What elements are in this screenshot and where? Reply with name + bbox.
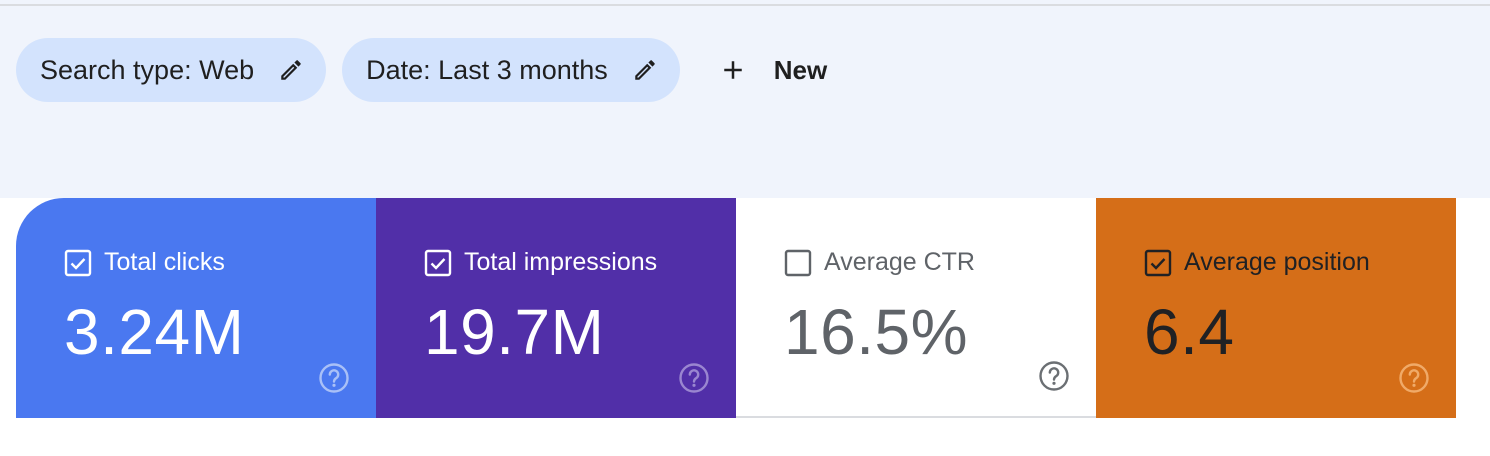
- pencil-icon[interactable]: [278, 57, 304, 83]
- filter-row: Search type: Web Date: Last 3 months New: [16, 38, 827, 102]
- metric-card-total-impressions[interactable]: Total impressions 19.7M: [376, 198, 736, 418]
- filter-chip-label: Search type: Web: [40, 54, 255, 85]
- metric-card-total-clicks[interactable]: Total clicks 3.24M: [16, 198, 376, 418]
- metric-value: 16.5%: [784, 296, 968, 368]
- metric-label: Average position: [1184, 248, 1370, 276]
- help-circle-icon[interactable]: [678, 362, 710, 394]
- new-filter-label: New: [773, 54, 828, 85]
- checkbox-checked-icon[interactable]: [1144, 249, 1172, 277]
- top-divider: [0, 4, 1490, 6]
- checkbox-checked-icon[interactable]: [64, 249, 92, 277]
- metric-label: Average CTR: [824, 248, 975, 276]
- metric-label: Total impressions: [464, 248, 658, 276]
- metric-label: Total clicks: [104, 248, 225, 276]
- new-filter-button[interactable]: New: [718, 38, 827, 102]
- checkbox-checked-icon[interactable]: [424, 249, 452, 277]
- checkbox-unchecked-icon[interactable]: [784, 249, 812, 277]
- metric-card-header: Total impressions: [424, 248, 657, 277]
- help-circle-icon[interactable]: [1398, 362, 1430, 394]
- filter-chip-date[interactable]: Date: Last 3 months: [342, 38, 680, 102]
- metric-card-average-position[interactable]: Average position 6.4: [1096, 198, 1456, 418]
- help-circle-icon[interactable]: [1038, 360, 1070, 392]
- metric-value: 6.4: [1144, 296, 1235, 368]
- metric-cards: Total clicks 3.24M Total impressions 19.…: [16, 198, 1456, 418]
- metric-value: 19.7M: [424, 296, 605, 368]
- help-circle-icon[interactable]: [318, 362, 350, 394]
- pencil-icon[interactable]: [632, 57, 658, 83]
- metric-card-header: Average CTR: [784, 248, 975, 277]
- metric-card-header: Total clicks: [64, 248, 225, 277]
- plus-icon: [718, 55, 748, 85]
- metric-card-header: Average position: [1144, 248, 1370, 277]
- filter-chip-search-type[interactable]: Search type: Web: [16, 38, 327, 102]
- filter-chip-label: Date: Last 3 months: [366, 54, 608, 85]
- metric-value: 3.24M: [64, 296, 245, 368]
- metric-card-average-ctr[interactable]: Average CTR 16.5%: [736, 198, 1096, 418]
